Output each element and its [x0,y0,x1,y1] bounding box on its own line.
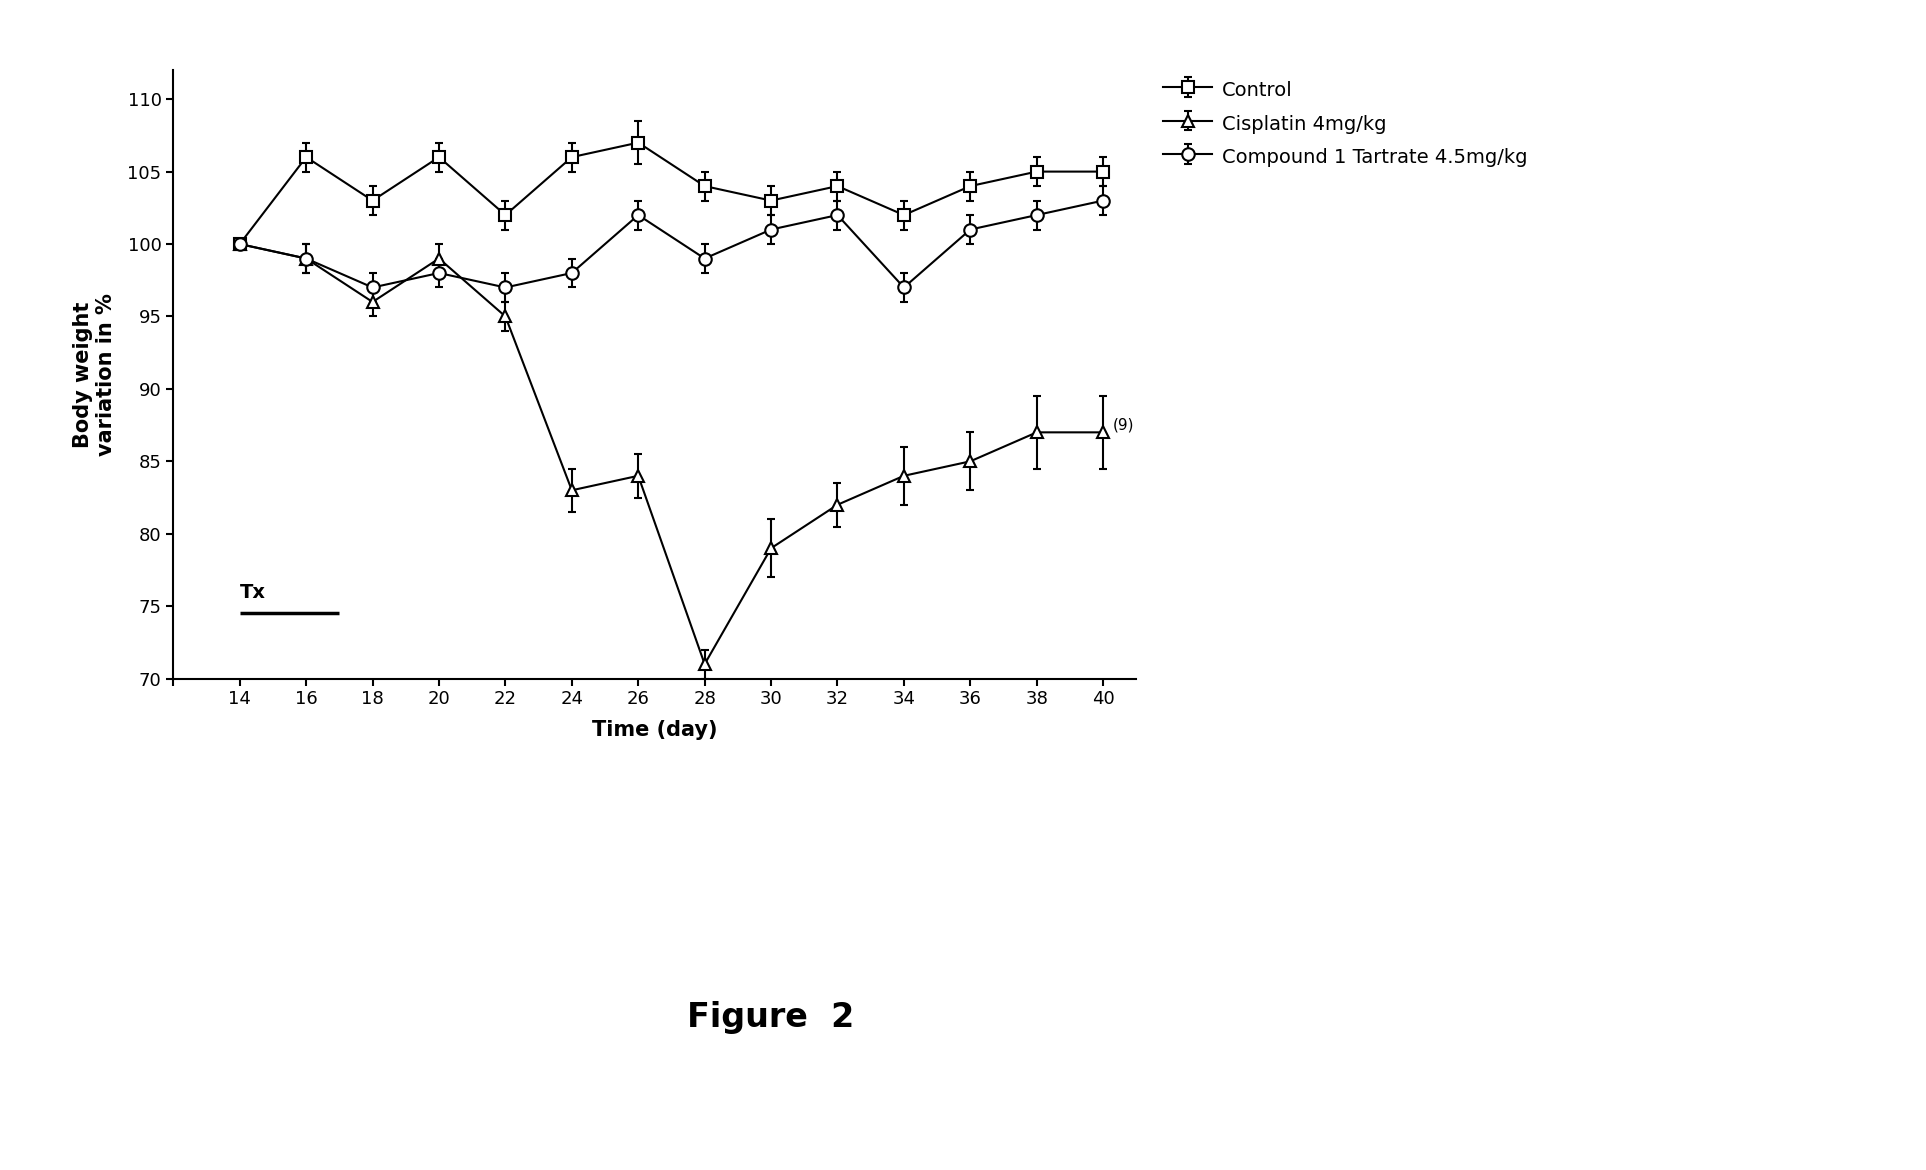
X-axis label: Time (day): Time (day) [591,720,718,739]
Text: (9): (9) [1113,418,1134,433]
Text: Tx: Tx [239,583,266,601]
Legend: Control, Cisplatin 4mg/kg, Compound 1 Tartrate 4.5mg/kg: Control, Cisplatin 4mg/kg, Compound 1 Ta… [1156,70,1535,177]
Y-axis label: Body weight
variation in %: Body weight variation in % [73,292,116,456]
Text: Figure  2: Figure 2 [688,1002,853,1034]
